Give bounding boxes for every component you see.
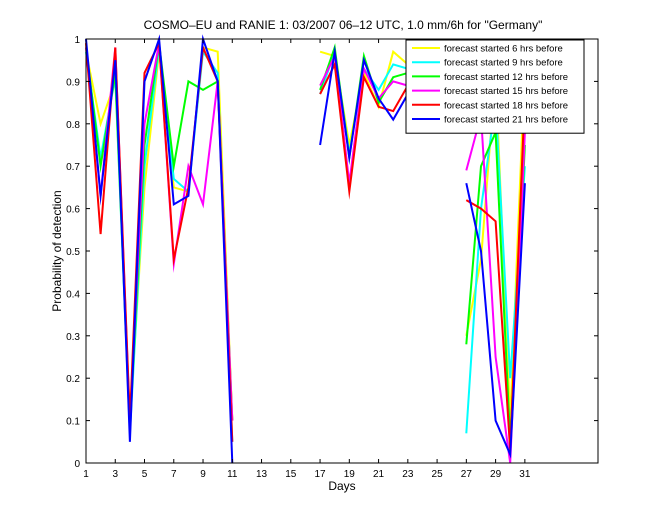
x-tick-label: 25 (432, 469, 444, 480)
legend-label: forecast started 6 hrs before (444, 44, 563, 55)
y-axis-label: Probability of detection (50, 190, 64, 311)
x-tick-label: 5 (142, 469, 148, 480)
y-tick-label: 0.7 (66, 162, 80, 173)
y-tick-label: 0.2 (66, 374, 80, 385)
x-tick-label: 3 (112, 469, 118, 480)
x-tick-label: 31 (519, 469, 531, 480)
legend-label: forecast started 12 hrs before (444, 72, 568, 83)
x-tick-label: 19 (344, 469, 356, 480)
y-tick-label: 0.3 (66, 332, 80, 343)
y-tick-label: 0.5 (66, 247, 80, 258)
series-line-5-segment-3 (465, 94, 526, 451)
legend-label: forecast started 21 hrs before (444, 115, 568, 126)
x-tick-label: 29 (490, 469, 502, 480)
x-axis-label: Days (328, 479, 355, 493)
x-tick-label: 7 (171, 469, 177, 480)
y-tick-label: 0 (74, 459, 80, 470)
x-tick-label: 17 (314, 469, 326, 480)
legend-label: forecast started 18 hrs before (444, 100, 568, 111)
ticks-layer: 1 3 5 7 9 11 13 15 17 19 21 23 25 27 29 3100.10.20.30.4… (66, 35, 598, 480)
x-tick-label: 1 (83, 469, 89, 480)
x-tick-label: 15 (285, 469, 297, 480)
y-tick-label: 0.6 (66, 205, 80, 216)
x-tick-label: 11 (227, 469, 238, 480)
y-tick-label: 0.9 (66, 77, 80, 88)
legend-box (405, 39, 585, 134)
x-tick-label: 23 (402, 469, 414, 480)
legend-label: forecast started 15 hrs before (444, 86, 568, 97)
legend: forecast started 6 hrs before forecast st… (405, 39, 585, 134)
legend-label: forecast started 9 hrs before (444, 58, 563, 69)
series-line-5-segment-2 (319, 60, 424, 200)
series-line-6-segment-2 (319, 44, 423, 165)
chart-title: COSMO–EU and RANIE 1: 03/2007 06–12 UTC,… (144, 18, 543, 32)
y-tick-label: 0.4 (66, 289, 80, 300)
y-tick-label: 0.8 (66, 120, 80, 131)
x-tick-label: 13 (256, 469, 268, 480)
series-line-6-segment-3 (465, 182, 526, 459)
data-layer (85, 34, 526, 464)
x-tick-label: 21 (373, 469, 385, 480)
y-tick-label: 1 (74, 35, 80, 46)
x-tick-label: 27 (461, 469, 473, 480)
x-tick-label: 9 (200, 469, 206, 480)
y-tick-label: 0.1 (66, 417, 80, 428)
